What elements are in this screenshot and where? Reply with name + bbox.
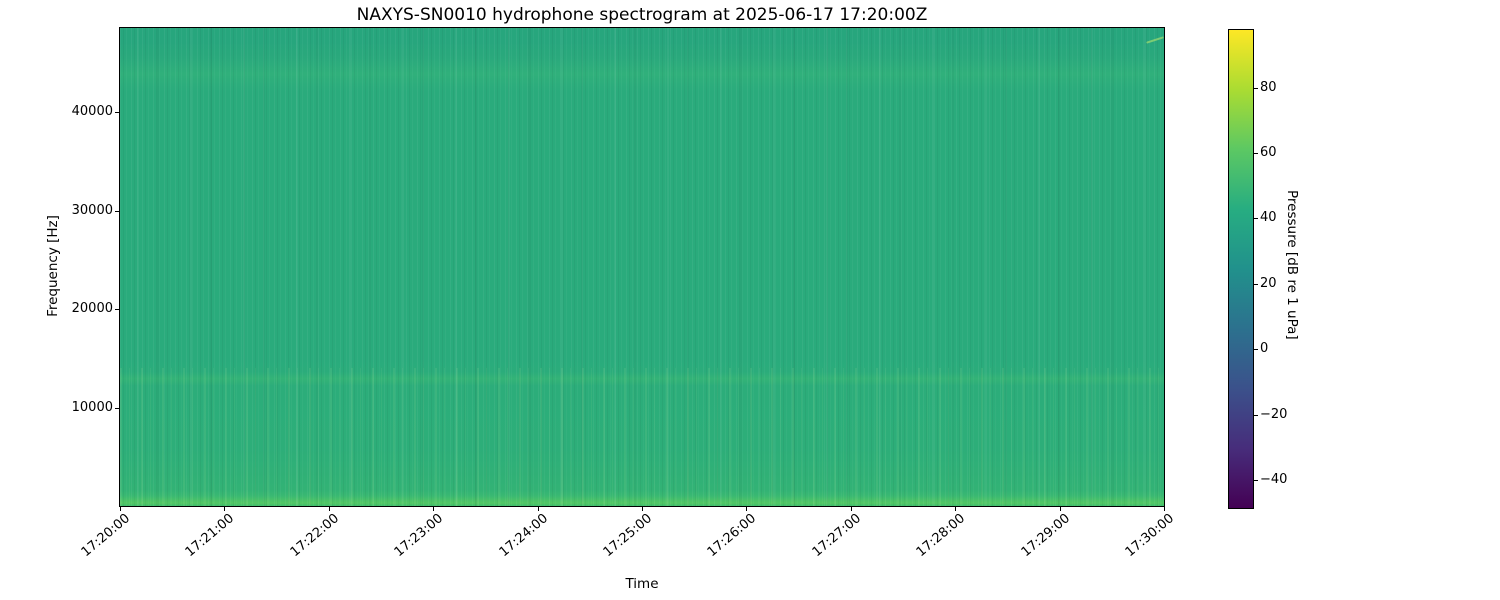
x-tick-label: 17:22:00 <box>287 511 342 561</box>
x-tick-mark <box>642 507 643 511</box>
colorbar-tick-mark <box>1254 153 1258 154</box>
y-tick-label: 40000 <box>71 104 113 119</box>
x-tick-mark <box>538 507 539 511</box>
x-tick-mark <box>1164 507 1165 511</box>
y-axis-label: Frequency [Hz] <box>45 215 61 317</box>
x-tick-mark <box>746 507 747 511</box>
x-tick-mark <box>1060 507 1061 511</box>
colorbar-tick-label: −20 <box>1260 407 1288 422</box>
x-tick-mark <box>329 507 330 511</box>
x-tick-label: 17:23:00 <box>391 511 446 561</box>
x-tick-label: 17:27:00 <box>809 511 864 561</box>
colorbar-tick-label: 20 <box>1260 276 1277 291</box>
y-tick-mark <box>115 309 119 310</box>
x-tick-label: 17:30:00 <box>1122 511 1177 561</box>
x-tick-mark <box>955 507 956 511</box>
y-tick-mark <box>115 211 119 212</box>
x-tick-mark <box>120 507 121 511</box>
colorbar-tick-mark <box>1254 349 1258 350</box>
colorbar-tick-label: 0 <box>1260 341 1269 356</box>
chart-title: NAXYS-SN0010 hydrophone spectrogram at 2… <box>356 5 928 25</box>
low-frequency-striations <box>120 368 1164 506</box>
x-tick-label: 17:28:00 <box>913 511 968 561</box>
x-tick-label: 17:20:00 <box>78 511 133 561</box>
colorbar-tick-mark <box>1254 480 1258 481</box>
colorbar-tick-mark <box>1254 415 1258 416</box>
colorbar-tick-mark <box>1254 284 1258 285</box>
x-tick-mark <box>224 507 225 511</box>
y-tick-label: 10000 <box>71 400 113 415</box>
colorbar-tick-label: 80 <box>1260 80 1277 95</box>
x-tick-label: 17:21:00 <box>182 511 237 561</box>
y-tick-mark <box>115 112 119 113</box>
x-tick-label: 17:24:00 <box>496 511 551 561</box>
x-tick-label: 17:29:00 <box>1018 511 1073 561</box>
colorbar-tick-mark <box>1254 218 1258 219</box>
y-tick-mark <box>115 408 119 409</box>
x-axis-label: Time <box>625 576 659 592</box>
spectrogram-heatmap <box>119 27 1165 507</box>
colorbar-tick-mark <box>1254 88 1258 89</box>
colorbar-tick-label: 40 <box>1260 210 1277 225</box>
x-tick-mark <box>851 507 852 511</box>
transient-streak <box>1146 36 1164 44</box>
y-tick-label: 30000 <box>71 203 113 218</box>
x-tick-label: 17:26:00 <box>704 511 759 561</box>
x-tick-label: 17:25:00 <box>600 511 655 561</box>
colorbar-tick-label: −40 <box>1260 472 1288 487</box>
colorbar-axis-label: Pressure [dB re 1 uPa] <box>1284 190 1300 340</box>
colorbar-tick-label: 60 <box>1260 145 1277 160</box>
colorbar <box>1228 29 1254 509</box>
y-tick-label: 20000 <box>71 301 113 316</box>
x-tick-mark <box>433 507 434 511</box>
